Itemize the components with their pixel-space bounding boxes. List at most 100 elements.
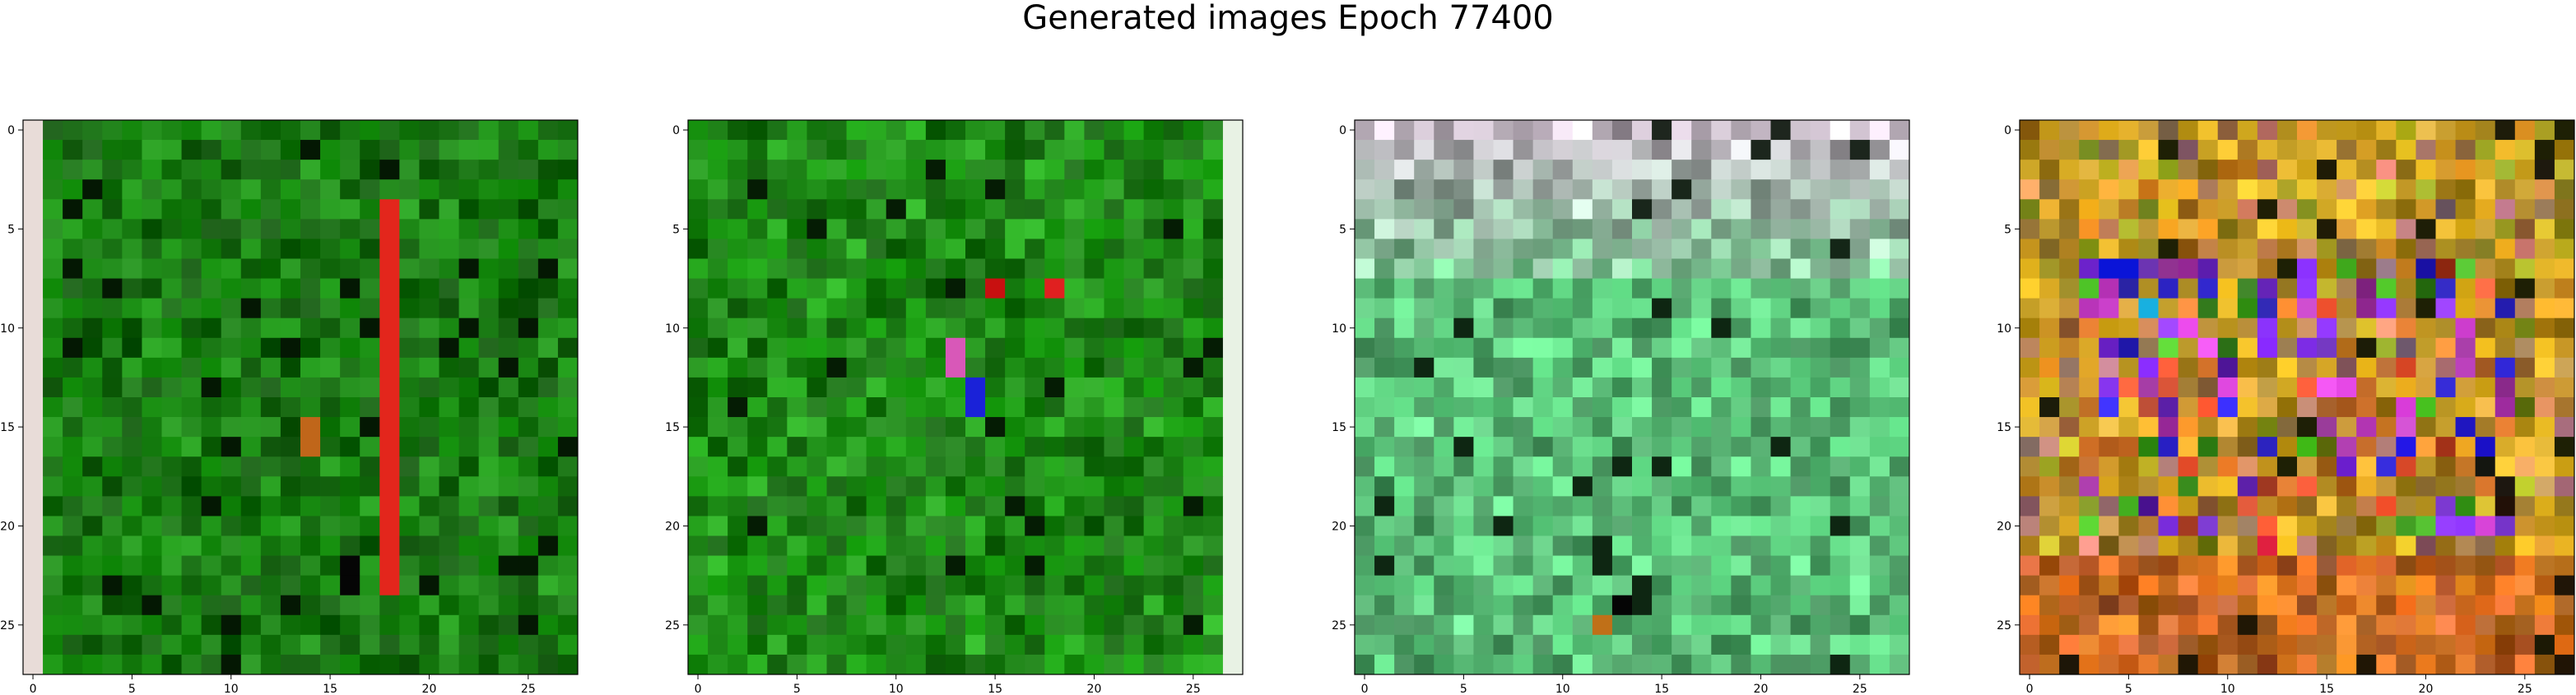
pixel-cell [2376,496,2397,517]
pixel-cell [1104,476,1124,497]
pixel-cell [1691,496,1712,517]
pixel-cell [1731,317,1751,339]
pixel-cell [787,535,807,556]
pixel-cell [221,496,242,517]
pixel-cell [43,397,63,418]
pixel-cell [1532,337,1554,359]
pixel-cell [399,278,420,299]
pixel-cell [2138,437,2159,457]
pixel-cell [2237,575,2258,596]
pixel-cell [478,516,500,536]
pixel-cell [1374,535,1395,556]
pixel-cell [1394,298,1415,319]
pixel-cell [82,377,103,398]
pixel-cell [728,535,748,556]
pixel-cell [905,337,927,359]
pixel-cell [1889,337,1910,359]
pixel-cell [1163,476,1184,497]
pixel-cell [2158,634,2178,656]
pixel-cell [458,595,480,616]
pixel-cell [2059,614,2080,636]
pixel-cell [82,575,103,596]
pixel-cell [2455,456,2476,477]
pixel-cell [2197,219,2219,239]
pixel-cell [1493,258,1514,279]
pixel-cell [1183,654,1204,675]
pixel-cell [2534,357,2555,378]
pixel-cell [2495,516,2516,536]
pixel-cell [1810,555,1831,577]
pixel-cell [747,437,768,457]
pixel-cell [2435,317,2456,339]
pixel-cell [1084,179,1104,200]
pixel-cell [1044,317,1065,339]
pixel-cell [360,140,380,160]
pixel-cell [2416,199,2436,220]
pixel-cell [240,535,262,556]
pixel-cell [419,298,439,319]
pixel-cell [2217,140,2239,160]
pixel-cell [2475,140,2496,160]
pixel-cell [1810,160,1831,180]
pixel-cell [1552,595,1574,616]
pixel-cell [2396,535,2416,556]
pixel-cell [1414,337,1434,359]
pixel-cell [1394,199,1415,220]
pixel-cell [557,654,579,675]
pixel-cell [1830,258,1851,279]
pixel-cell [846,337,867,359]
pixel-cell [1532,437,1554,457]
pixel-cell [320,654,341,675]
pixel-cell [2554,298,2575,319]
pixel-cell [2554,555,2575,577]
pixel-cell [1652,437,1672,457]
pixel-cell [2039,357,2060,378]
pixel-cell [537,377,559,398]
pixel-cell [518,258,539,279]
pixel-cell [2376,417,2397,438]
pixel-cell [1830,555,1851,577]
pixel-cell [1005,219,1025,239]
pixel-cell [181,337,202,359]
pixel-cell [1202,397,1224,418]
pixel-cell [2099,516,2119,536]
pixel-cell [2079,614,2099,636]
pixel-cell [2217,516,2239,536]
pixel-cell [2356,476,2377,497]
pixel-cell [2099,120,2119,141]
pixel-cell [2099,417,2119,438]
pixel-cell [1790,160,1811,180]
pixel-cell [1672,337,1692,359]
pixel-cell [1810,595,1831,616]
pixel-cell [1751,614,1771,636]
pixel-cell [399,595,420,616]
pixel-cell [747,298,768,319]
pixel-cell [280,357,301,378]
pixel-cell [2099,634,2119,656]
pixel-cell [122,357,142,378]
pixel-cell [1751,219,1771,239]
pixel-cell [1830,535,1851,556]
pixel-cell [846,120,867,141]
pixel-cell [2416,377,2436,398]
pixel-cell [2039,516,2060,536]
pixel-cell [1849,575,1871,596]
pixel-cell [2495,496,2516,517]
pixel-cell [260,634,281,656]
pixel-cell [1830,456,1851,477]
pixel-cell [537,417,559,438]
pixel-cell [2317,179,2337,200]
pixel-cell [1592,298,1613,319]
pixel-cell [142,555,162,577]
pixel-cell [458,634,480,656]
pixel-cell [1183,456,1204,477]
pixel-cell [2554,239,2575,259]
pixel-cell [2455,278,2476,299]
pixel-cell [1552,516,1574,536]
pixel-cell [399,337,420,359]
pixel-cell [537,278,559,299]
pixel-cell [2376,239,2397,259]
pixel-cell [1869,179,1890,200]
pixel-cell [419,397,439,418]
